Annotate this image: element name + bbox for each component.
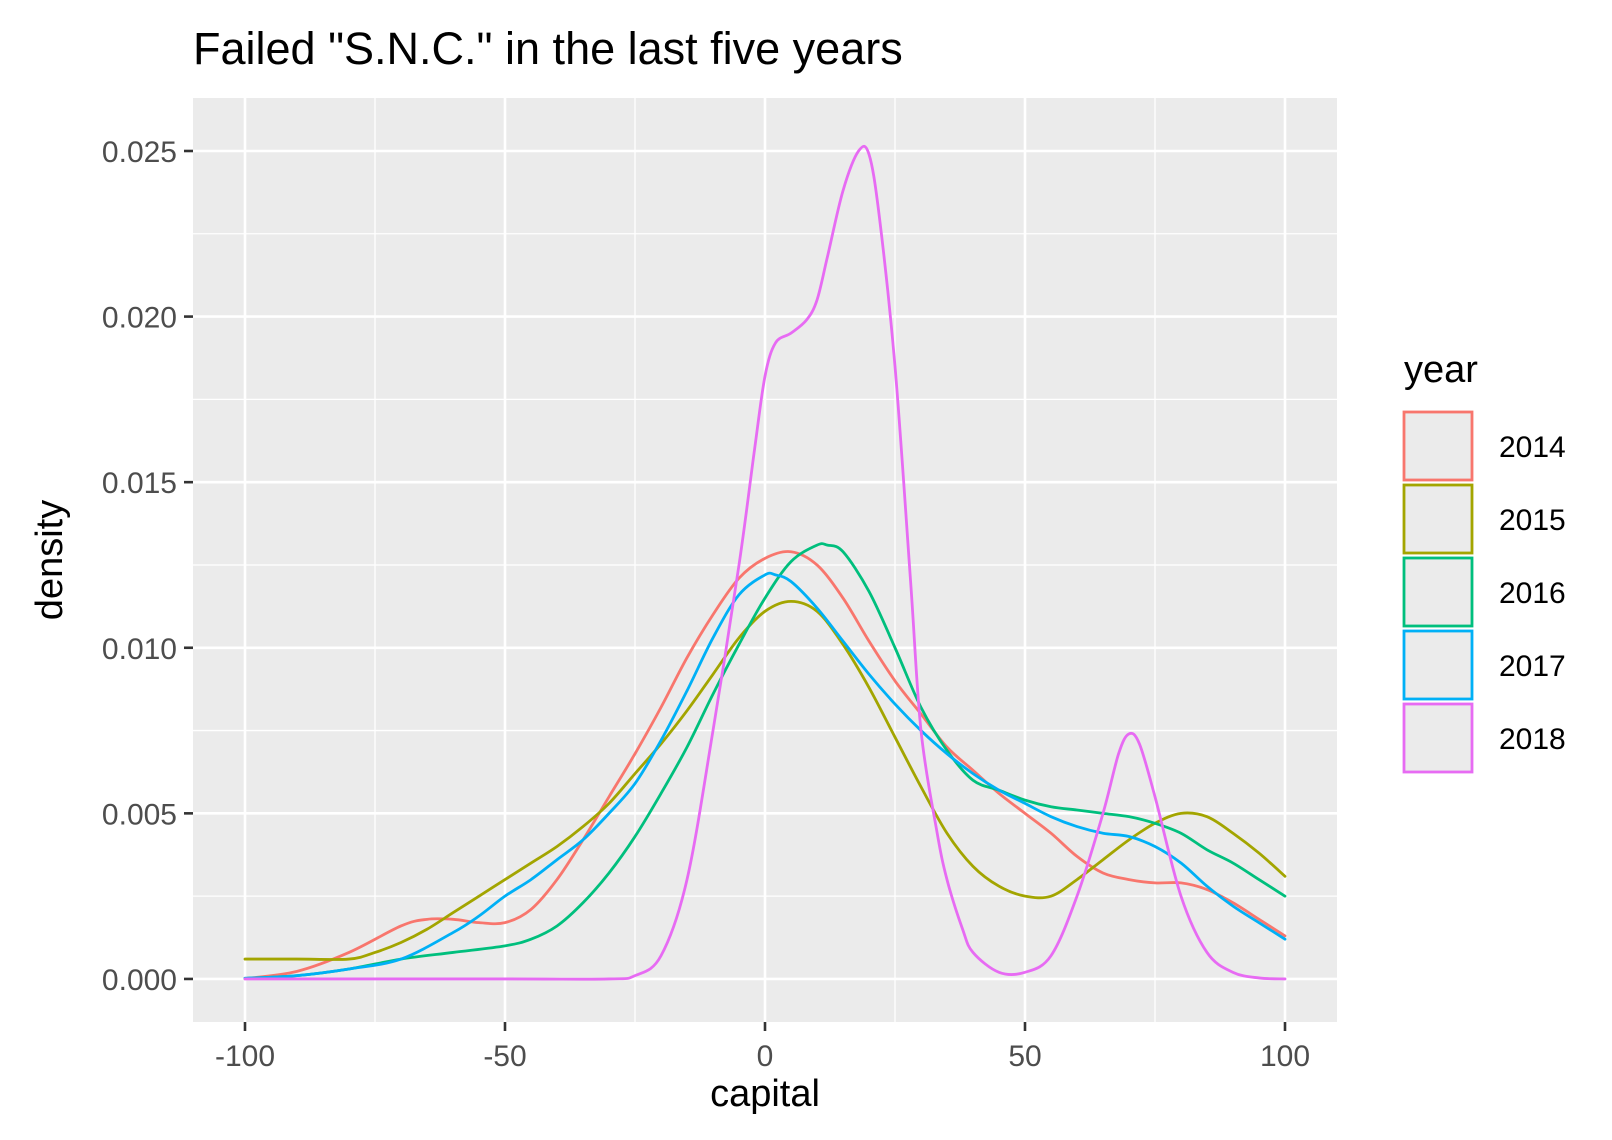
legend-title: year <box>1404 349 1478 391</box>
series-line-2014 <box>243 550 1287 981</box>
y-tick-label: 0.015 <box>102 467 177 500</box>
legend-key-2015 <box>1402 483 1474 555</box>
chart-title: Failed "S.N.C." in the last five years <box>193 23 903 74</box>
legend-label-2017: 2017 <box>1499 650 1566 683</box>
major-gridlines <box>193 98 1337 1022</box>
legend-key-2016 <box>1402 556 1474 628</box>
legend-label-2016: 2016 <box>1499 577 1566 610</box>
y-tick-label: 0.010 <box>102 633 177 666</box>
y-axis-title: density <box>29 500 71 620</box>
legend-key-2014 <box>1402 410 1474 482</box>
x-tick-label: 0 <box>757 1040 774 1073</box>
legend-key-2017 <box>1402 629 1474 701</box>
series-line-2017 <box>243 571 1287 980</box>
x-axis: -100 -50 0 50 100 <box>215 1022 1310 1073</box>
series-line-2018 <box>243 144 1287 981</box>
legend-label-2018: 2018 <box>1499 723 1566 756</box>
series-line-2016 <box>243 542 1287 980</box>
x-tick-label: -50 <box>483 1040 526 1073</box>
y-tick-label: 0.020 <box>102 302 177 335</box>
legend-key-2018 <box>1402 702 1474 774</box>
legend-label-2015: 2015 <box>1499 504 1566 537</box>
y-tick-label: 0.005 <box>102 798 177 831</box>
y-tick-label: 0.000 <box>102 964 177 997</box>
y-tick-label: 0.025 <box>102 136 177 169</box>
legend-items: 2014 2015 2016 2017 2018 <box>1402 410 1566 774</box>
x-axis-title: capital <box>710 1073 820 1115</box>
density-lines <box>243 144 1287 981</box>
legend-label-2014: 2014 <box>1499 431 1566 464</box>
legend: year 2014 2015 2016 2017 2018 <box>1402 349 1566 774</box>
x-tick-label: -100 <box>215 1040 275 1073</box>
x-tick-label: 100 <box>1260 1040 1310 1073</box>
series-line-2015 <box>243 600 1287 961</box>
x-tick-label: 50 <box>1008 1040 1041 1073</box>
y-axis: 0.000 0.005 0.010 0.015 0.020 0.025 <box>102 136 193 997</box>
